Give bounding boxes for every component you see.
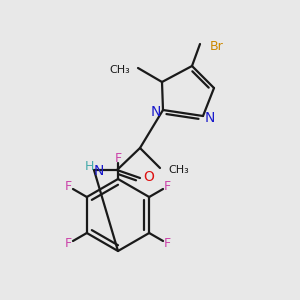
Text: O: O	[144, 170, 154, 184]
Text: F: F	[65, 237, 72, 250]
Text: CH₃: CH₃	[109, 65, 130, 75]
Text: F: F	[65, 180, 72, 193]
Text: F: F	[114, 152, 122, 164]
Text: F: F	[164, 237, 171, 250]
Text: N: N	[151, 105, 161, 119]
Text: Br: Br	[210, 40, 224, 52]
Text: N: N	[205, 111, 215, 125]
Text: F: F	[164, 180, 171, 193]
Text: CH₃: CH₃	[168, 165, 189, 175]
Text: H: H	[84, 160, 94, 172]
Text: N: N	[94, 164, 104, 178]
